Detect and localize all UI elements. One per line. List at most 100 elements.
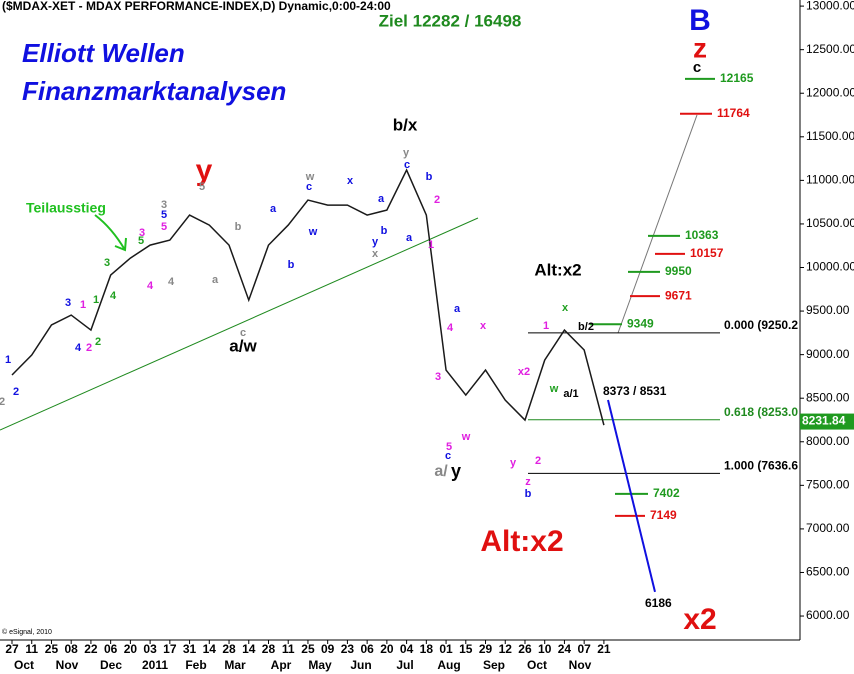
chart-title: ($MDAX-XET - MDAX PERFORMANCE-INDEX,D) D… <box>2 0 391 13</box>
wave-label: w <box>305 171 315 183</box>
x-tick-label: 31 <box>183 642 197 656</box>
target-label: 9349 <box>627 316 654 330</box>
copyright: © eSignal, 2010 <box>2 628 52 636</box>
wave-label: b <box>288 259 295 271</box>
wave-label: b/2 <box>578 321 594 333</box>
wave-label: b <box>235 221 242 233</box>
brand-line: Finanzmarktanalysen <box>22 76 286 106</box>
y-tick-label: 10500.00 <box>806 216 854 230</box>
wave-label: c <box>306 181 312 193</box>
x-tick-label: 07 <box>577 642 591 656</box>
wave-label: 5 <box>161 221 167 233</box>
y-tick-label: 13000.00 <box>806 0 854 12</box>
x-tick-label: 28 <box>262 642 276 656</box>
wave-label: x <box>562 302 569 314</box>
x-tick-label: 15 <box>459 642 473 656</box>
x-tick-label: 03 <box>143 642 157 656</box>
wave-label: 1 <box>5 354 11 366</box>
y-tick-label: 12500.00 <box>806 42 854 56</box>
target-label: 10157 <box>690 246 724 260</box>
month-label: Nov <box>56 658 79 672</box>
wave-label: a/w <box>229 336 257 355</box>
y-tick-label: 11500.00 <box>806 129 854 143</box>
x-tick-label: 10 <box>538 642 552 656</box>
x-tick-label: 28 <box>222 642 236 656</box>
x-tick-label: 23 <box>341 642 355 656</box>
wave-label: 1 <box>428 239 434 251</box>
wave-label: 2 <box>95 336 101 348</box>
x-tick-label: 24 <box>558 642 572 656</box>
wave-label: b <box>426 171 433 183</box>
wave-label: 3 <box>161 199 167 211</box>
x-tick-label: 06 <box>104 642 118 656</box>
wave-label: Teilausstieg <box>26 200 106 216</box>
x-tick-label: 29 <box>479 642 493 656</box>
wave-label: 4 <box>147 280 154 292</box>
target-label: 11764 <box>717 106 750 120</box>
wave-label: 1 <box>93 294 99 306</box>
last-price-box <box>800 413 854 430</box>
brand-line: Elliott Wellen <box>22 38 185 68</box>
x-tick-label: 04 <box>400 642 414 656</box>
wave-label: w <box>308 226 318 238</box>
target-label: 9950 <box>665 264 692 278</box>
y-tick-label: 7500.00 <box>806 478 850 492</box>
month-label: Mar <box>224 658 246 672</box>
wave-label: 1 <box>543 320 549 332</box>
wave-label: y <box>372 236 379 248</box>
wave-label: b <box>525 488 532 500</box>
y-tick-label: 12000.00 <box>806 85 854 99</box>
wave-label: c <box>445 450 451 462</box>
x-tick-label: 18 <box>420 642 434 656</box>
wave-label: 2 <box>86 342 92 354</box>
wave-label: 2 <box>434 194 440 206</box>
last-price: 8231.84 <box>802 414 846 428</box>
wave-label: a <box>212 274 219 286</box>
wave-label: 5 <box>138 235 144 247</box>
wave-label: c <box>404 159 410 171</box>
wave-label: 5 <box>446 441 452 453</box>
x-tick-label: 22 <box>84 642 98 656</box>
wave-label: 4 <box>75 342 82 354</box>
fib-label: 1.000 (7636.6 <box>724 459 798 473</box>
wave-label: x <box>347 175 354 187</box>
y-tick-label: 6000.00 <box>806 608 850 622</box>
month-label: Apr <box>271 658 292 672</box>
wave-label: 5 <box>199 181 205 193</box>
wave-label: 2 <box>535 455 541 467</box>
wave-label: b/x <box>393 115 418 134</box>
wave-label: x2 <box>518 366 530 378</box>
y-tick-label: 10000.00 <box>806 260 854 274</box>
x-tick-label: 08 <box>65 642 79 656</box>
y-tick-label: 7000.00 <box>806 521 850 535</box>
y-tick-label: 9000.00 <box>806 347 850 361</box>
target-label: 7402 <box>653 486 680 500</box>
wave-label: 4 <box>110 290 117 302</box>
y-tick-label: 8500.00 <box>806 390 850 404</box>
wave-label: c <box>693 59 701 76</box>
wave-label: 4 <box>168 276 175 288</box>
wave-label: B <box>689 4 711 37</box>
fib-label: 0.618 (8253.0 <box>724 405 798 419</box>
x-tick-label: 01 <box>439 642 453 656</box>
x-tick-label: 09 <box>321 642 335 656</box>
month-label: Aug <box>437 658 460 672</box>
wave-label: 3 <box>104 257 110 269</box>
month-label: May <box>308 658 332 672</box>
x-tick-label: 25 <box>301 642 315 656</box>
target-label: 7149 <box>650 508 677 522</box>
projection-line <box>607 399 656 593</box>
month-label: Dec <box>100 658 122 672</box>
month-label: Oct <box>14 658 34 672</box>
x-tick-label: 14 <box>242 642 256 656</box>
month-label: 2011 <box>142 658 168 672</box>
wave-label: 8373 / 8531 <box>603 384 667 398</box>
trend-line <box>0 217 479 431</box>
x-tick-label: 20 <box>124 642 138 656</box>
wave-label: a/1 <box>563 388 578 400</box>
y-tick-label: 11000.00 <box>806 173 854 187</box>
wave-label: Alt:x2 <box>480 525 563 558</box>
y-tick-label: 8000.00 <box>806 434 850 448</box>
wave-label: 1 <box>80 299 86 311</box>
